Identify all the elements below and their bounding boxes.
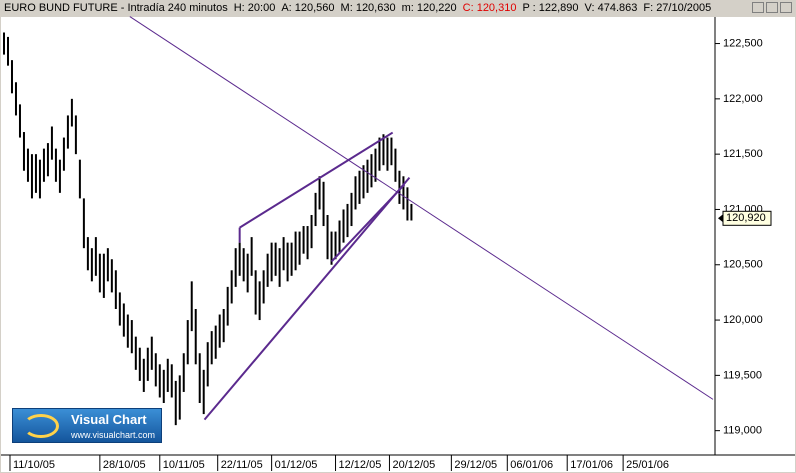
logo-name: Visual Chart (71, 412, 147, 427)
y-tick-label: 119,000 (723, 425, 762, 437)
last-price-label: 120,920 (726, 212, 766, 224)
instrument-title: EURO BUND FUTURE - Intradía 240 minutos (4, 2, 228, 14)
plot-area (1, 17, 715, 455)
x-tick-label: 17/01/06 (570, 459, 613, 471)
x-axis-area (1, 455, 795, 472)
header-field: M: 120,630 (340, 2, 396, 14)
x-tick-label: 22/11/05 (221, 459, 263, 471)
header-field: A: 120,560 (281, 2, 335, 14)
y-axis-area (715, 17, 795, 455)
trend-line (203, 176, 411, 421)
header-field: V: 474.863 (584, 2, 638, 14)
x-tick-label: 06/01/06 (510, 459, 553, 471)
y-tick-label: 119,500 (723, 369, 762, 381)
x-tick-label: 20/12/05 (392, 459, 435, 471)
minimize-button[interactable] (752, 2, 764, 13)
trend-line (330, 183, 406, 263)
x-tick-label: 10/11/05 (163, 459, 205, 471)
y-tick-label: 120,500 (723, 259, 763, 271)
x-tick-label: 11/10/05 (13, 459, 55, 471)
window-buttons (752, 2, 792, 13)
logo-url: www.visualchart.com (71, 430, 156, 440)
y-tick-label: 122,000 (723, 93, 763, 105)
header-field: P : 122,890 (522, 2, 579, 14)
y-tick-label: 121,500 (723, 148, 763, 160)
maximize-button[interactable] (766, 2, 778, 13)
header-field: m: 120,220 (401, 2, 457, 14)
header-field: H: 20:00 (233, 2, 276, 14)
last-price-pointer (718, 214, 723, 223)
y-tick-label: 120,000 (723, 314, 763, 326)
x-tick-label: 29/12/05 (454, 459, 497, 471)
header: EURO BUND FUTURE - Intradía 240 minutos … (0, 0, 796, 17)
x-tick-label: 01/12/05 (275, 459, 318, 471)
close-button[interactable] (780, 2, 792, 13)
y-tick-label: 122,500 (723, 37, 763, 49)
x-tick-label: 28/10/05 (103, 459, 146, 471)
x-tick-label: 12/12/05 (339, 459, 382, 471)
header-field: C: 120,310 (462, 2, 517, 14)
header-field: F: 27/10/2005 (643, 2, 712, 14)
trend-line (129, 16, 714, 400)
trend-line (239, 131, 394, 229)
x-tick-label: 25/01/06 (626, 459, 669, 471)
logo-icon (23, 414, 59, 438)
logo[interactable]: Visual Chart www.visualchart.com (12, 408, 162, 443)
